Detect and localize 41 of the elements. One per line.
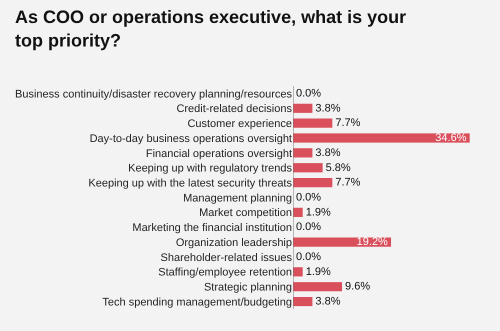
data-label: 0.0%	[296, 250, 322, 263]
data-label: 9.6%	[345, 280, 370, 293]
data-label: 7.7%	[335, 176, 361, 189]
data-label: 0.0%	[296, 192, 322, 204]
y-tick-label: Shareholder-related issues	[160, 252, 292, 264]
data-label: 0.0%	[296, 87, 322, 100]
y-tick-label: Financial operations oversight	[146, 148, 292, 160]
data-label: 3.8%	[315, 146, 341, 159]
y-tick-label: Strategic planning	[204, 282, 292, 294]
bar	[293, 208, 303, 217]
data-label: 5.8%	[326, 162, 351, 174]
data-label: 1.9%	[306, 206, 331, 218]
bar	[293, 118, 332, 128]
y-tick-label: Marketing the financial institution	[132, 222, 292, 234]
bar	[293, 296, 312, 306]
bar	[293, 267, 303, 276]
bar	[293, 148, 312, 158]
y-tick-label: Customer experience	[187, 118, 292, 130]
bar	[293, 282, 342, 292]
y-tick-label: Keeping up with regulatory trends	[128, 162, 292, 175]
y-tick-label: Day-to-day business operations oversight	[90, 132, 292, 145]
y-tick-label: Keeping up with the latest security threats	[88, 177, 292, 190]
y-tick-label: Tech spending management/budgeting	[102, 296, 292, 308]
y-tick-label: Organization leadership	[176, 236, 292, 249]
y-tick-label: Market competition	[199, 207, 292, 220]
data-label: 34.6%	[435, 132, 467, 144]
bar	[293, 133, 470, 143]
data-label: 1.9%	[306, 266, 331, 278]
y-tick-label: Staffing/employee retention	[158, 266, 292, 279]
data-label: 7.7%	[335, 117, 361, 130]
data-label: 3.8%	[315, 102, 341, 114]
data-label: 3.8%	[315, 296, 341, 308]
data-label: 0.0%	[296, 221, 322, 234]
y-tick-label: Business continuity/disaster recovery planning/resources	[15, 88, 292, 100]
chart-title: As COO or operations executive, what is your top priority?	[15, 7, 406, 51]
bar	[293, 163, 323, 172]
bar	[293, 178, 332, 188]
bar	[293, 104, 312, 113]
y-tick-label: Credit-related decisions	[176, 103, 292, 116]
data-label: 19.2%	[356, 236, 388, 248]
y-tick-label: Management planning	[183, 192, 292, 204]
